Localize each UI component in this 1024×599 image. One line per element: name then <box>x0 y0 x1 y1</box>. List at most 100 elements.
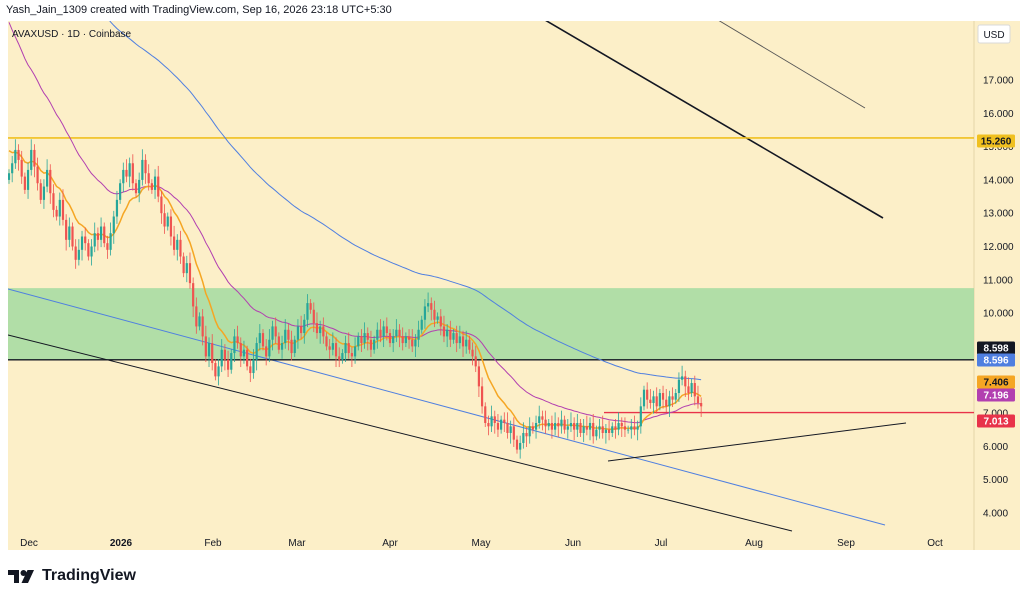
candle <box>220 339 223 373</box>
candle <box>287 324 290 351</box>
tradingview-logo[interactable]: TradingView <box>8 567 136 585</box>
candle <box>325 332 328 351</box>
x-tick-label: Jul <box>655 538 668 549</box>
candle <box>55 205 58 221</box>
candle <box>11 155 14 183</box>
candle <box>306 294 309 328</box>
candle <box>30 139 33 176</box>
y-tick-label: 7.000 <box>983 409 1008 420</box>
candle <box>588 417 592 441</box>
candle <box>652 390 655 414</box>
tradingview-wordmark: TradingView <box>42 567 136 584</box>
candle <box>554 412 557 436</box>
candle <box>627 425 630 434</box>
attribution-header: Yash_Jain_1309 created with TradingView.… <box>6 4 392 16</box>
candle <box>655 387 658 414</box>
candle <box>592 413 595 444</box>
y-tick-label: 11.000 <box>983 275 1013 286</box>
candle <box>17 144 20 171</box>
x-tick-label: May <box>472 538 491 549</box>
candle <box>430 297 433 321</box>
candle <box>525 427 528 447</box>
candle <box>188 252 192 289</box>
candle <box>404 332 407 348</box>
candle <box>119 179 122 204</box>
svg-text:7.196: 7.196 <box>983 391 1008 402</box>
candle <box>65 214 68 251</box>
candle <box>217 359 220 386</box>
candle <box>465 330 468 354</box>
candle <box>271 320 274 351</box>
candle <box>480 377 484 414</box>
candle <box>573 417 576 441</box>
candle <box>350 347 353 368</box>
candle <box>58 192 61 226</box>
candle <box>439 309 442 336</box>
candle <box>277 332 280 354</box>
candle <box>249 359 252 383</box>
candle <box>366 327 369 351</box>
candle <box>474 345 477 373</box>
candle <box>207 337 211 368</box>
candle <box>49 164 52 204</box>
candle <box>268 329 271 363</box>
candle <box>33 144 36 178</box>
candle <box>398 324 401 348</box>
candle <box>407 329 411 349</box>
candle <box>315 312 319 339</box>
candle <box>74 239 77 269</box>
candle <box>166 212 169 231</box>
candle <box>493 410 496 434</box>
chart-title: AVAXUSD · 1D · Coinbase <box>12 29 132 40</box>
candle <box>300 315 303 339</box>
candle <box>363 322 366 349</box>
candle <box>255 337 258 371</box>
candle <box>192 277 195 318</box>
y-tick-label: 13.000 <box>983 209 1014 220</box>
y-tick-label: 15.000 <box>983 142 1014 153</box>
candle <box>569 412 573 432</box>
candle <box>665 389 668 413</box>
candle <box>674 389 677 404</box>
candle <box>649 389 652 409</box>
price-badge: 7.196 <box>977 388 1015 402</box>
candle <box>427 292 430 313</box>
candle <box>160 190 163 224</box>
candle <box>331 332 334 356</box>
candle <box>112 210 115 244</box>
candle <box>639 397 642 434</box>
candle <box>312 302 315 333</box>
candle <box>230 349 233 374</box>
currency-label: USD <box>977 24 1011 44</box>
candle <box>500 415 503 434</box>
candle <box>122 162 125 193</box>
candle <box>322 317 325 344</box>
candle <box>90 239 93 266</box>
candle <box>334 337 338 368</box>
candle <box>201 309 204 346</box>
candle <box>125 159 128 183</box>
price-badge: 7.406 <box>977 375 1015 389</box>
candle <box>328 339 331 359</box>
candle <box>522 422 525 449</box>
candle <box>20 150 23 184</box>
candle <box>211 334 214 371</box>
candle <box>338 347 341 368</box>
candle <box>138 172 141 203</box>
candle <box>52 184 55 218</box>
candle <box>617 412 620 436</box>
candle <box>401 327 404 351</box>
candle <box>576 413 579 437</box>
candle <box>376 322 379 349</box>
candle <box>115 190 119 224</box>
candle <box>173 225 176 256</box>
candle <box>46 159 49 193</box>
candle <box>646 382 649 409</box>
candle <box>563 415 566 434</box>
descending-trendline-upper <box>545 21 884 219</box>
svg-text:7.013: 7.013 <box>983 417 1008 428</box>
channel-line-black <box>8 334 793 532</box>
candle <box>681 365 684 386</box>
candle <box>611 422 614 437</box>
